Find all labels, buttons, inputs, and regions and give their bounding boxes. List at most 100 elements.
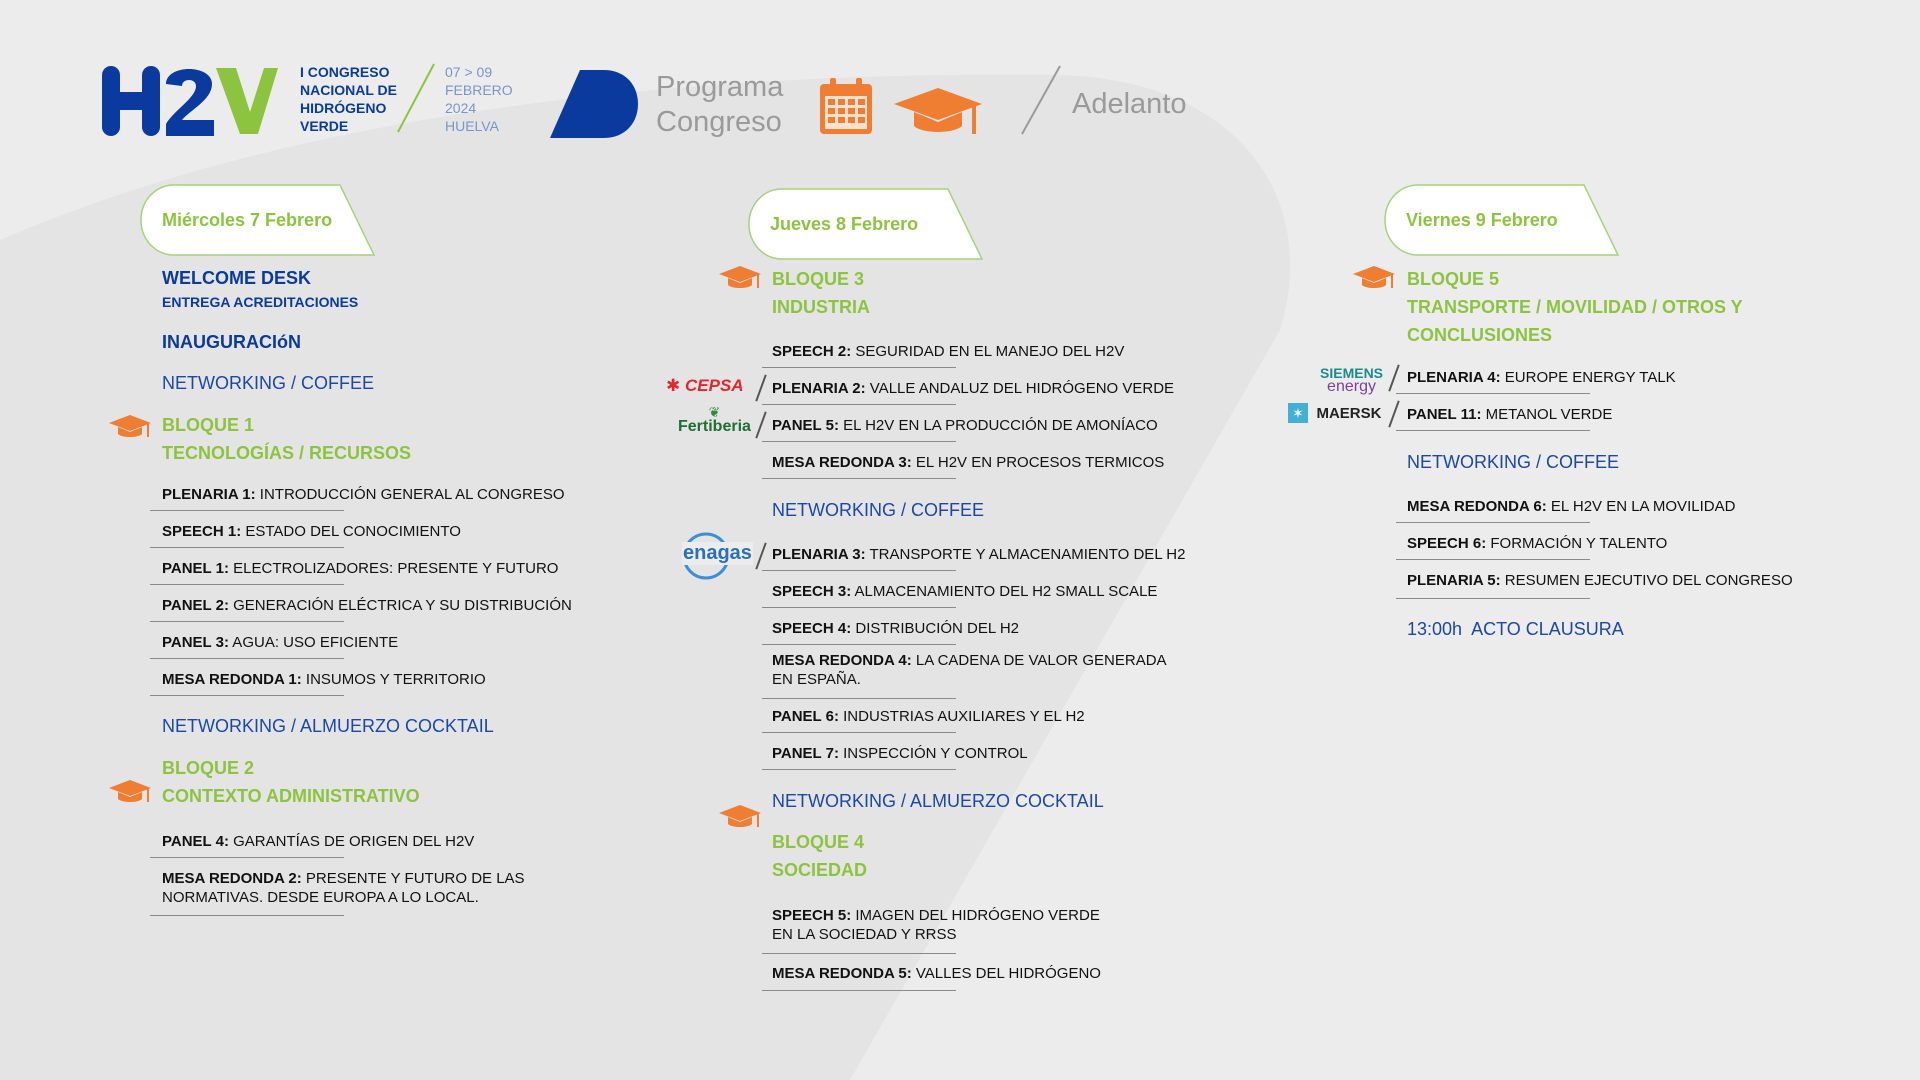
session-speech-1: SPEECH 1: ESTADO DEL CONOCIMIENTO: [162, 522, 461, 541]
session-title-cont: NORMATIVAS. DESDE EUROPA A LO LOCAL.: [162, 889, 479, 906]
session-panel-4: PANEL 4: GARANTÍAS DE ORIGEN DEL H2V: [162, 832, 474, 851]
divider: [762, 478, 956, 479]
session-title: AGUA: USO EFICIENTE: [228, 634, 399, 651]
session-speech-6: SPEECH 6: FORMACIÓN Y TALENTO: [1407, 534, 1667, 553]
acto-clausura: 13:00h ACTO CLAUSURA: [1407, 619, 1624, 639]
divider: [762, 732, 956, 733]
bloque-number: BLOQUE 1: [162, 415, 255, 435]
bloque-2: BLOQUE 2 CONTEXTO ADMINISTRATIVO: [162, 754, 420, 810]
session-panel-7: PANEL 7: INSPECCIÓN Y CONTROL: [772, 744, 1028, 763]
session-title: ELECTROLIZADORES: PRESENTE Y FUTURO: [228, 560, 559, 577]
session-panel-2: PANEL 2: GENERACIÓN ELÉCTRICA Y SU DISTR…: [162, 596, 572, 615]
session-title: INTRODUCCIÓN GENERAL AL CONGRESO: [255, 486, 565, 503]
congreso-line: NACIONAL DE: [300, 82, 397, 98]
session-mesa-redonda-1: MESA REDONDA 1: INSUMOS Y TERRITORIO: [162, 670, 486, 689]
tab-label: Jueves 8 Febrero: [770, 214, 919, 234]
entrega-acreditaciones: ENTREGA ACREDITACIONES: [162, 294, 359, 310]
networking-coffee: NETWORKING / COFFEE: [162, 373, 375, 393]
session-plenaria-2: PLENARIA 2: VALLE ANDALUZ DEL HIDRÓGENO …: [772, 379, 1174, 398]
maersk-logo: ✶ MAERSK: [1288, 403, 1381, 423]
fertiberia-logo: ❦ Fertiberia: [678, 405, 751, 436]
session-plenaria-1: PLENARIA 1: INTRODUCCIÓN GENERAL AL CONG…: [162, 485, 565, 504]
siemens-energy-logo: SIEMENS energy: [1320, 366, 1383, 395]
session-speech-2: SPEECH 2: SEGURIDAD EN EL MANEJO DEL H2V: [772, 342, 1124, 361]
energy-name: energy: [1327, 378, 1376, 395]
session-type: PLENARIA 1:: [162, 486, 256, 503]
divider: [762, 990, 956, 991]
session-title-cont: EN LA SOCIEDAD Y RRSS: [772, 926, 957, 943]
bloque-5: BLOQUE 5 TRANSPORTE / MOVILIDAD / OTROS …: [1407, 265, 1743, 349]
tab-miercoles[interactable]: Miércoles 7 Febrero: [140, 184, 380, 256]
session-title: ESTADO DEL CONOCIMIENTO: [241, 523, 461, 540]
session-type: MESA REDONDA 5:: [772, 965, 912, 982]
session-title: INDUSTRIAS AUXILIARES Y EL H2: [838, 708, 1085, 725]
divider: [762, 698, 956, 699]
session-title: EL H2V EN LA MOVILIDAD: [1546, 498, 1736, 515]
bloque-4: BLOQUE 4 SOCIEDAD: [772, 828, 867, 884]
networking-almuerzo: NETWORKING / ALMUERZO COCKTAIL: [162, 716, 494, 736]
bloque-number: BLOQUE 5: [1407, 269, 1500, 289]
session-type: PANEL 1:: [162, 560, 229, 577]
congreso-line: HIDRÓGENO: [300, 100, 387, 116]
divider: [762, 769, 956, 770]
divider: [150, 584, 344, 585]
session-title: DISTRIBUCIÓN DEL H2: [851, 620, 1020, 637]
session-type: PANEL 11:: [1407, 406, 1482, 423]
session-title: FORMACIÓN Y TALENTO: [1486, 535, 1668, 552]
divider: [150, 547, 344, 548]
session-title: METANOL VERDE: [1481, 406, 1613, 423]
divider: [150, 695, 344, 696]
graduation-cap-icon: [109, 780, 151, 802]
session-title: EUROPE ENERGY TALK: [1500, 369, 1676, 386]
session-panel-5: PANEL 5: EL H2V EN LA PRODUCCIÓN DE AMON…: [772, 416, 1158, 435]
session-title-cont: EN ESPAÑA.: [772, 671, 861, 688]
session-title: EL H2V EN LA PRODUCCIÓN DE AMONÍACO: [838, 417, 1158, 434]
fecha-line: FEBRERO: [445, 82, 513, 98]
session-speech-4: SPEECH 4: DISTRIBUCIÓN DEL H2: [772, 619, 1019, 638]
tab-label: Miércoles 7 Febrero: [162, 210, 333, 230]
session-mesa-redonda-3: MESA REDONDA 3: EL H2V EN PROCESOS TERMI…: [772, 453, 1164, 472]
session-type: MESA REDONDA 4:: [772, 652, 912, 669]
congreso-line: VERDE: [300, 118, 349, 134]
session-speech-5: SPEECH 5: IMAGEN DEL HIDRÓGENO VERDE EN L…: [772, 906, 1100, 944]
bloque-title: TRANSPORTE / MOVILIDAD / OTROS Y: [1407, 297, 1743, 317]
graduation-cap-icon: [894, 88, 982, 134]
session-type: PLENARIA 3:: [772, 546, 866, 563]
divider: [762, 570, 956, 571]
congreso-title: I CONGRESO NACIONAL DE HIDRÓGENO VERDE: [300, 63, 397, 135]
session-title: VALLE ANDALUZ DEL HIDRÓGENO VERDE: [865, 380, 1175, 397]
session-title: PRESENTE Y FUTURO DE LAS: [301, 870, 525, 887]
bloque-number: BLOQUE 3: [772, 269, 865, 289]
header: H2V I CONGRESO NACIONAL DE HIDRÓGENO VER…: [0, 0, 1920, 150]
fecha-line: 2024: [445, 100, 477, 116]
brand-shape: [550, 70, 638, 138]
graduation-cap-icon: [719, 266, 761, 288]
bloque-3: BLOQUE 3 INDUSTRIA: [772, 265, 870, 321]
session-title: SEGURIDAD EN EL MANEJO DEL H2V: [851, 343, 1125, 360]
cepsa-logo: ✱ CEPSA: [666, 376, 744, 396]
divider: [762, 441, 956, 442]
bloque-title: INDUSTRIA: [772, 297, 870, 317]
header-divider: [397, 63, 435, 133]
divider: [150, 510, 344, 511]
session-title: IMAGEN DEL HIDRÓGENO VERDE: [851, 907, 1100, 924]
divider: [150, 621, 344, 622]
divider: [150, 857, 344, 858]
adelanto-label: Adelanto: [1072, 88, 1187, 120]
session-panel-3: PANEL 3: AGUA: USO EFICIENTE: [162, 633, 398, 652]
session-type: SPEECH 3:: [772, 583, 852, 600]
tab-jueves[interactable]: Jueves 8 Febrero: [748, 188, 988, 260]
session-type: PLENARIA 4:: [1407, 369, 1501, 386]
welcome-desk: WELCOME DESK: [162, 268, 312, 288]
divider: [762, 607, 956, 608]
session-title: GENERACIÓN ELÉCTRICA Y SU DISTRIBUCIÓN: [228, 597, 572, 614]
session-type: SPEECH 2:: [772, 343, 852, 360]
tab-viernes[interactable]: Viernes 9 Febrero: [1384, 184, 1624, 256]
divider: [150, 658, 344, 659]
session-type: PLENARIA 5:: [1407, 572, 1501, 589]
networking-coffee: NETWORKING / COFFEE: [1407, 452, 1620, 472]
bloque-number: BLOQUE 4: [772, 832, 865, 852]
session-mesa-redonda-5: MESA REDONDA 5: VALLES DEL HIDRÓGENO: [772, 964, 1101, 983]
divider: [1396, 598, 1590, 599]
bloque-title: TECNOLOGÍAS / RECURSOS: [162, 443, 412, 463]
